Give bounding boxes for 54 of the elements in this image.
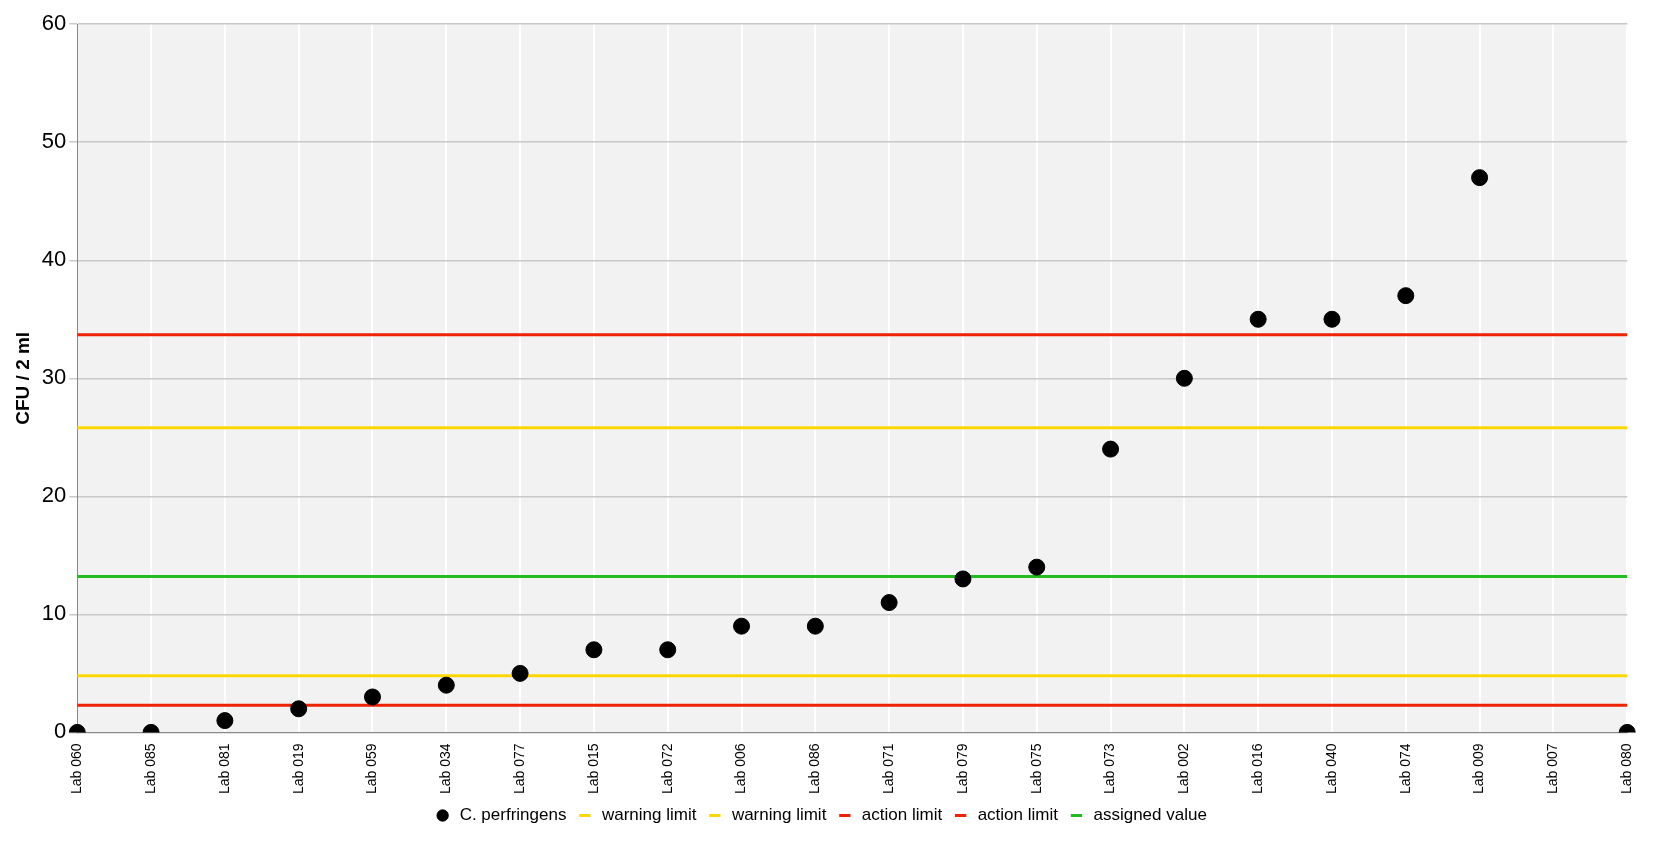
point xyxy=(585,641,603,659)
x-tick-label: Lab 077 xyxy=(510,743,527,794)
x-tick-label: Lab 073 xyxy=(1101,743,1118,794)
x-tick-label: Lab 002 xyxy=(1175,743,1192,794)
point xyxy=(216,712,234,730)
x-tick-label: Lab 085 xyxy=(141,743,158,794)
point xyxy=(880,594,898,612)
x-tick-label: Lab 060 xyxy=(68,743,85,794)
point xyxy=(733,617,751,635)
y-tick-label: 0 xyxy=(54,718,67,744)
point xyxy=(437,676,455,694)
y-tick-label: 30 xyxy=(41,364,67,390)
x-tick-label: Lab 009 xyxy=(1470,743,1487,794)
legend-label: action limit xyxy=(861,805,943,825)
legend-label: action limit xyxy=(977,805,1059,825)
x-tick-label: Lab 075 xyxy=(1027,743,1044,794)
point xyxy=(1471,169,1489,187)
point xyxy=(1028,558,1046,576)
legend-label: assigned value xyxy=(1093,805,1207,825)
y-tick-label: 20 xyxy=(41,482,67,508)
y-tick-label: 10 xyxy=(41,600,67,626)
point xyxy=(364,688,381,706)
x-tick-label: Lab 016 xyxy=(1249,743,1266,794)
point xyxy=(659,641,677,659)
point xyxy=(1323,310,1341,328)
x-tick-label: Lab 015 xyxy=(584,743,601,794)
x-tick-label: Lab 081 xyxy=(215,743,232,794)
x-tick-label: Lab 059 xyxy=(363,743,380,794)
x-tick-label: Lab 086 xyxy=(806,743,823,794)
point xyxy=(1249,310,1267,328)
point xyxy=(954,570,972,588)
point xyxy=(1175,369,1193,387)
x-tick-label: Lab 007 xyxy=(1544,743,1561,794)
point xyxy=(1102,440,1120,458)
y-tick-label: 50 xyxy=(41,128,67,154)
x-tick-label: Lab 079 xyxy=(953,743,970,794)
x-tick-label: Lab 019 xyxy=(289,743,306,794)
point xyxy=(806,617,824,635)
x-tick-label: Lab 080 xyxy=(1618,743,1635,794)
legend-label: C. perfringens xyxy=(459,805,567,825)
x-tick-label: Lab 040 xyxy=(1322,743,1339,794)
y-tick-label: 40 xyxy=(41,246,67,272)
legend-label: warning limit xyxy=(600,805,697,825)
y-axis-title: CFU / 2 ml xyxy=(11,331,33,425)
point xyxy=(1397,287,1415,305)
legend-label: warning limit xyxy=(730,805,827,825)
x-tick-label: Lab 072 xyxy=(658,743,675,794)
point xyxy=(511,664,529,682)
x-tick-label: Lab 071 xyxy=(880,743,896,794)
x-tick-label: Lab 006 xyxy=(732,743,749,794)
x-tick-label: Lab 074 xyxy=(1396,743,1413,794)
x-tick-label: Lab 034 xyxy=(437,743,454,794)
point xyxy=(290,700,308,718)
y-tick-label: 60 xyxy=(41,10,67,36)
